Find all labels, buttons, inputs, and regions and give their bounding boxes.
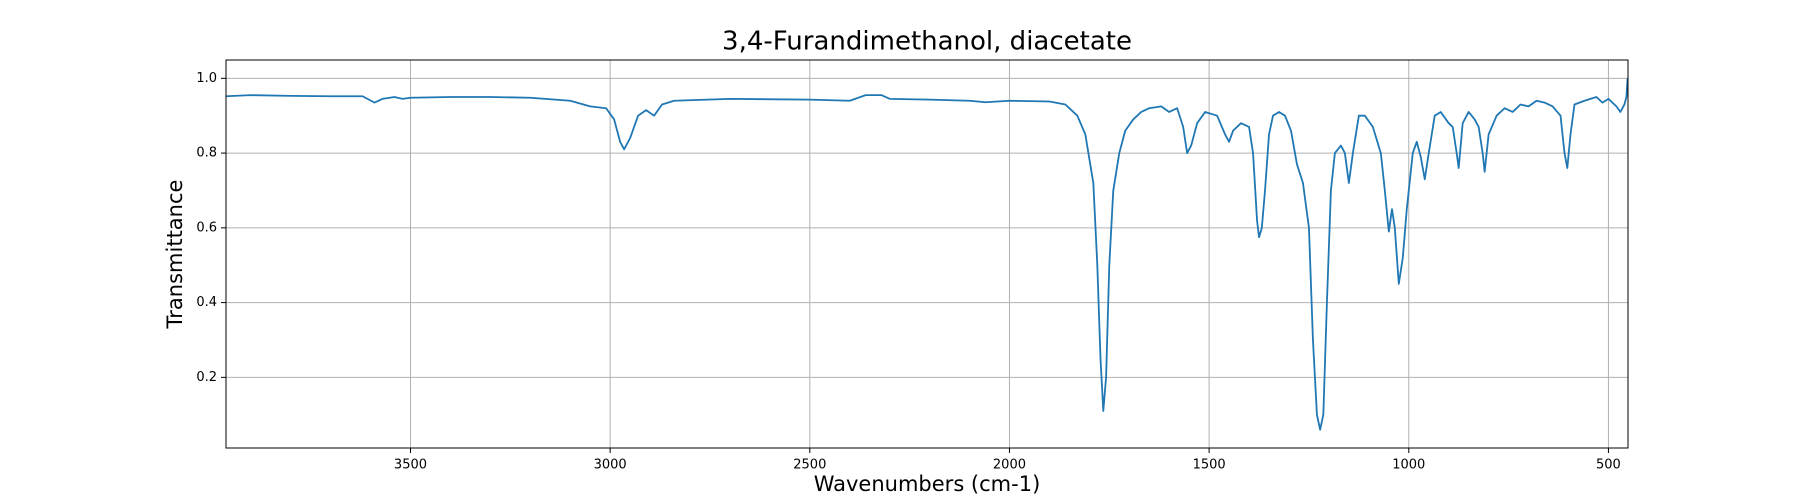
chart-title: 3,4-Furandimethanol, diacetate xyxy=(722,27,1132,57)
x-axis-label: Wavenumbers (cm-1) xyxy=(814,472,1041,496)
y-tick-label: 0.4 xyxy=(196,295,217,310)
y-tick-label: 1.0 xyxy=(196,71,217,86)
x-tick-label: 2500 xyxy=(793,458,826,473)
x-tick-label: 500 xyxy=(1596,458,1621,473)
y-tick-label: 0.8 xyxy=(196,146,217,161)
plot-frame xyxy=(225,59,1629,449)
x-tick-label: 2000 xyxy=(993,458,1026,473)
x-tick-label: 1000 xyxy=(1392,458,1425,473)
x-tick-label: 3000 xyxy=(594,458,627,473)
y-axis-label: Transmittance xyxy=(163,180,187,330)
y-tick-label: 0.2 xyxy=(196,370,217,385)
x-tick-label: 3500 xyxy=(394,458,427,473)
x-tick-label: 1500 xyxy=(1193,458,1226,473)
y-tick-label: 0.6 xyxy=(196,220,217,235)
spectrum-line xyxy=(226,78,1628,431)
